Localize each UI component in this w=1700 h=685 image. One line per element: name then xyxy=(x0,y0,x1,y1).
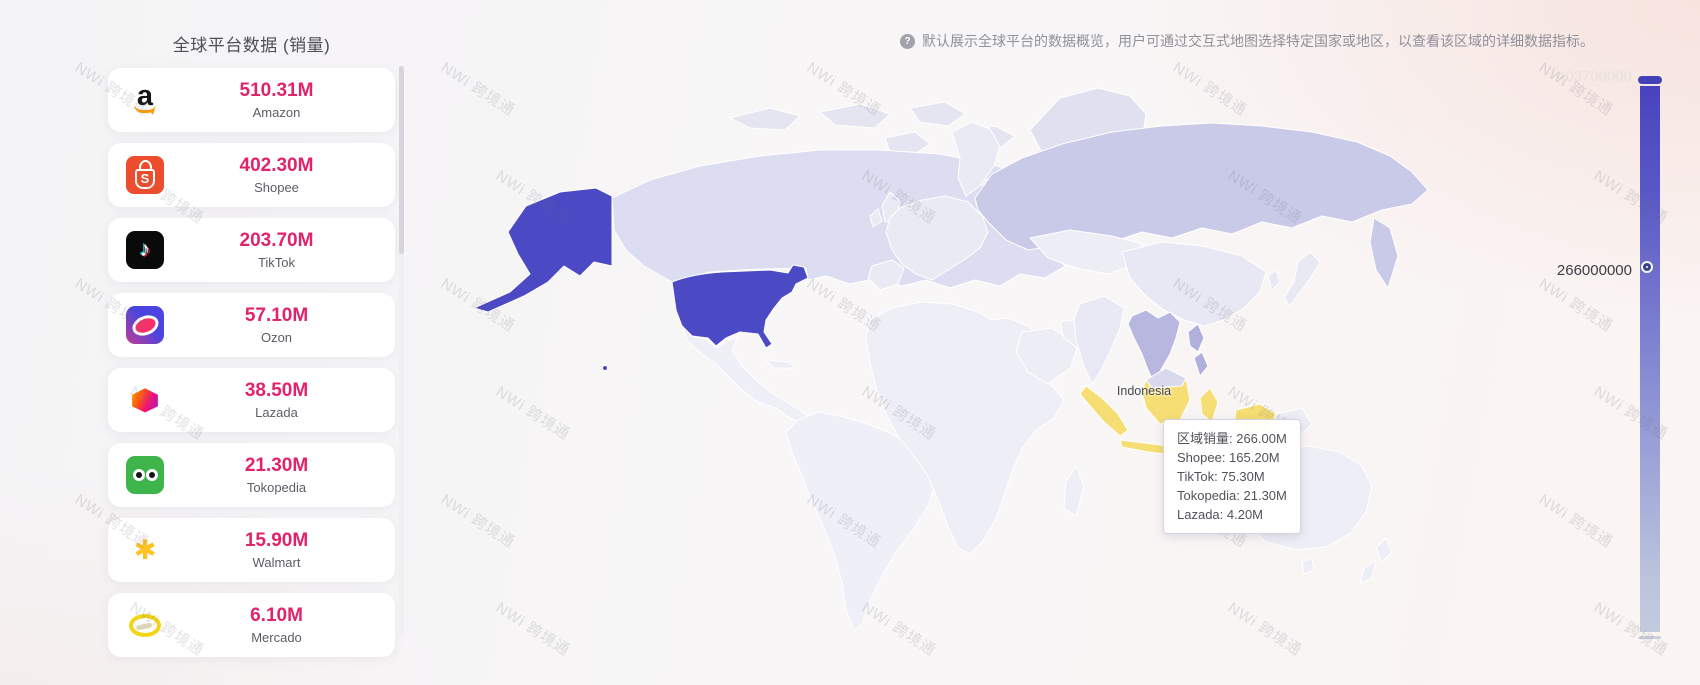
legend-cap xyxy=(1638,76,1662,84)
platform-name: Shopee xyxy=(254,179,299,195)
tooltip-line: Tokopedia: 21.30M xyxy=(1177,488,1287,503)
legend-handle[interactable] xyxy=(1643,263,1651,271)
list-scrollbar-thumb[interactable] xyxy=(399,66,404,254)
tooltip-line: 区域销量: 266.00M xyxy=(1177,431,1287,446)
region-indochina[interactable] xyxy=(1127,309,1181,383)
platform-card-amazon[interactable]: a 510.31M Amazon xyxy=(108,68,395,132)
platform-card-tiktok[interactable]: ♪ 203.70M TikTok xyxy=(108,218,395,282)
header-note-text: 默认展示全球平台的数据概览，用户可通过交互式地图选择特定国家或地区，以查看该区域… xyxy=(922,33,1594,49)
platform-value: 57.10M xyxy=(244,304,309,326)
tiktok-icon: ♪ xyxy=(126,231,164,269)
platform-name: Walmart xyxy=(252,554,301,570)
country-china[interactable] xyxy=(1121,241,1267,327)
platform-name: Lazada xyxy=(255,404,298,420)
question-circle-icon: ? xyxy=(900,33,915,49)
platform-name: Ozon xyxy=(260,329,293,345)
country-mexico[interactable] xyxy=(681,325,813,427)
ozon-icon xyxy=(126,306,164,344)
walmart-icon: ✱ xyxy=(133,534,157,565)
legend-bottom-tick xyxy=(1639,636,1661,639)
shopee-icon: S xyxy=(126,156,164,194)
legend-current-value: 266000000 xyxy=(1556,262,1632,279)
continent-south-america[interactable] xyxy=(785,411,937,631)
legend-max-value: 403700000 xyxy=(1556,68,1632,85)
map-country-label: Indonesia xyxy=(1116,384,1172,398)
platform-value: 203.70M xyxy=(239,229,314,251)
tooltip-line: TikTok: 75.30M xyxy=(1177,469,1265,484)
country-philippines[interactable] xyxy=(1187,323,1205,353)
platform-value: 38.50M xyxy=(244,379,309,401)
platform-card-walmart[interactable]: ✱ 15.90M Walmart xyxy=(108,518,395,582)
country-japan[interactable] xyxy=(1283,251,1321,307)
tooltip-line: Lazada: 4.20M xyxy=(1177,507,1264,522)
platform-card-lazada[interactable]: 38.50M Lazada xyxy=(108,368,395,432)
platform-card-tokopedia[interactable]: 21.30M Tokopedia xyxy=(108,443,395,507)
tooltip-line: Shopee: 165.20M xyxy=(1177,450,1280,465)
platform-card-shopee[interactable]: S 402.30M Shopee xyxy=(108,143,395,207)
platform-name: Amazon xyxy=(252,104,301,120)
lazada-icon xyxy=(126,381,164,419)
continent-europe[interactable] xyxy=(885,195,989,281)
platform-name: Tokopedia xyxy=(246,479,307,495)
platform-value: 402.30M xyxy=(239,154,314,176)
platform-name: Mercado xyxy=(251,629,302,645)
map-tooltip: 区域销量: 266.00M Shopee: 165.20M TikTok: 75… xyxy=(1163,419,1301,534)
country-usa-alaska[interactable] xyxy=(473,187,613,313)
panel-title: 全球平台数据 (销量) xyxy=(172,36,331,55)
platform-value: 6.10M xyxy=(250,604,303,626)
platform-card-ozon[interactable]: 57.10M Ozon xyxy=(108,293,395,357)
tokopedia-icon xyxy=(126,456,164,494)
platform-value: 510.31M xyxy=(239,79,314,101)
world-map[interactable] xyxy=(430,70,1490,640)
country-india[interactable] xyxy=(1073,295,1125,385)
platform-value: 21.30M xyxy=(244,454,309,476)
platform-name: TikTok xyxy=(257,254,296,270)
platform-value: 15.90M xyxy=(244,529,309,551)
header-note: ? 默认展示全球平台的数据概览，用户可通过交互式地图选择特定国家或地区，以查看该… xyxy=(900,31,1594,51)
legend-gradient-bar[interactable] xyxy=(1640,86,1660,632)
amazon-icon: a xyxy=(126,81,164,119)
mercado-icon xyxy=(126,606,164,644)
platform-card-mercado[interactable]: 6.10M Mercado xyxy=(108,593,395,657)
country-usa[interactable] xyxy=(671,264,809,349)
list-scrollbar-track xyxy=(399,66,404,636)
continent-africa[interactable] xyxy=(865,301,1065,555)
